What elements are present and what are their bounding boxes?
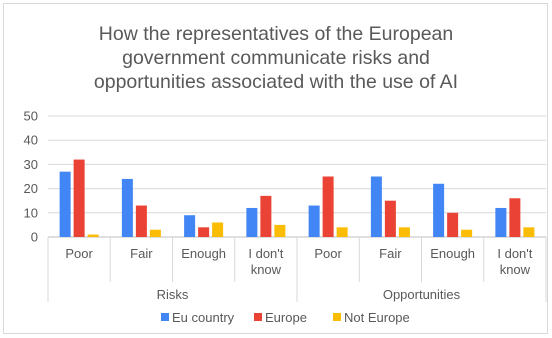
bar <box>246 207 258 237</box>
bar <box>322 176 334 237</box>
x-tick-label: Enough <box>430 246 475 261</box>
chart-title-line-3: opportunities associated with the use of… <box>93 71 459 93</box>
bar <box>384 200 396 237</box>
x-tick-label: Poor <box>65 246 93 261</box>
bar <box>212 222 224 237</box>
bar <box>370 176 382 237</box>
bar <box>59 171 71 237</box>
y-tick-label: 20 <box>24 181 38 196</box>
x-tick-label: Poor <box>314 246 342 261</box>
bar <box>447 212 459 237</box>
group-label: Risks <box>157 287 189 302</box>
legend-label: Europe <box>265 310 307 325</box>
bar <box>149 229 161 237</box>
legend-swatch <box>161 313 169 321</box>
x-tick-label: know <box>500 262 531 277</box>
group-label: Opportunities <box>383 287 461 302</box>
x-tick-label: Fair <box>379 246 402 261</box>
bar <box>87 234 99 237</box>
y-tick-label: 0 <box>31 230 38 245</box>
bar <box>336 227 348 237</box>
bar <box>433 183 445 237</box>
y-tick-label: 40 <box>24 133 38 148</box>
x-tick-label: Enough <box>181 246 226 261</box>
x-tick-label: I don't <box>497 246 532 261</box>
bar <box>260 195 272 237</box>
bar <box>523 227 535 237</box>
y-tick-label: 10 <box>24 205 38 220</box>
chart-title-line-1: How the representatives of the European <box>98 23 454 45</box>
legend-swatch <box>254 313 262 321</box>
legend-swatch <box>333 313 341 321</box>
x-tick-label: Fair <box>130 246 153 261</box>
bar <box>495 207 507 237</box>
chart-title: How the representatives of the European … <box>0 22 552 94</box>
y-tick-label: 50 <box>24 109 38 124</box>
x-tick-label: I don't <box>248 246 283 261</box>
legend-label: Eu country <box>172 310 235 325</box>
chart-frame <box>3 3 548 334</box>
bar <box>274 224 286 237</box>
chart-title-line-2: government communicate risks and <box>122 47 430 69</box>
bar <box>509 198 521 237</box>
bar <box>461 229 473 237</box>
bar <box>184 215 196 237</box>
bar <box>398 227 410 237</box>
y-tick-label: 30 <box>24 157 38 172</box>
bar <box>73 159 85 237</box>
bar <box>135 205 147 237</box>
bar <box>121 178 133 237</box>
legend-label: Not Europe <box>344 310 410 325</box>
bar <box>308 205 320 237</box>
x-tick-label: know <box>251 262 282 277</box>
bar <box>198 227 210 237</box>
